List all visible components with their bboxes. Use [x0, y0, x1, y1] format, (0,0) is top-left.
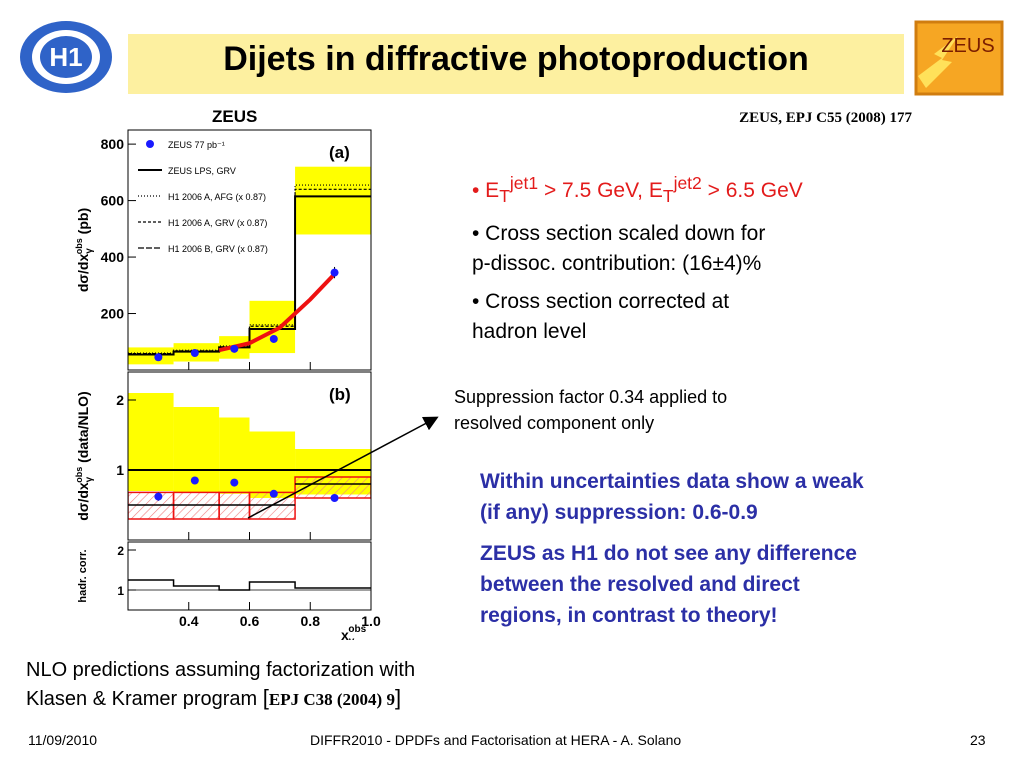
- uncertainty-band-bin: [249, 431, 296, 498]
- uncertainty-band-bin: [295, 166, 371, 235]
- data-point: [190, 476, 199, 485]
- zeus-logo-text: ZEUS: [941, 35, 994, 57]
- footer-date: 11/09/2010: [28, 732, 98, 748]
- panel-label: (a): [329, 143, 350, 162]
- data-point: [330, 494, 339, 502]
- legend-label: ZEUS LPS, GRV: [168, 166, 236, 176]
- bullet-list: • ETjet1 > 7.5 GeV, ETjet2 > 6.5 GeV • C…: [472, 168, 892, 355]
- panel-2-content: [128, 579, 371, 591]
- conclusion-text: Within uncertainties data show a weak (if…: [480, 470, 864, 627]
- hadronisation-correction-histogram: [128, 579, 371, 591]
- data-point: [190, 349, 199, 358]
- data-point: [230, 344, 239, 353]
- uncertainty-band-bin: [128, 347, 174, 365]
- x-tick-label: 0.4: [179, 613, 199, 629]
- y-axis-title: hadr. corr.: [77, 549, 89, 602]
- panel-label: (b): [329, 385, 351, 404]
- slide-title: Dijets in diffractive photoproduction: [223, 40, 809, 78]
- legend-marker-data: [146, 140, 154, 148]
- y-tick-label: 800: [101, 136, 125, 152]
- y-tick-label: 400: [101, 249, 125, 265]
- h1-logo: H1: [20, 21, 112, 93]
- y-tick-label: 200: [101, 306, 125, 322]
- legend-label: H1 2006 A, GRV (x 0.87): [168, 218, 267, 228]
- footer-page-number: 23: [970, 732, 986, 748]
- data-point: [154, 353, 163, 362]
- suppression-note: Suppression factor 0.34 applied to resolv…: [454, 387, 728, 433]
- panel-frame: [127, 541, 372, 611]
- y-tick-label: 2: [117, 544, 124, 558]
- legend-label: H1 2006 B, GRV (x 0.87): [168, 244, 268, 254]
- x-tick-label: 0.6: [240, 613, 260, 629]
- data-point: [154, 492, 163, 501]
- y-tick-label: 600: [101, 193, 125, 209]
- data-point: [330, 268, 339, 277]
- panel-0-content: [128, 166, 371, 365]
- red-trend-curve: [218, 272, 336, 353]
- data-point: [269, 489, 278, 498]
- data-point: [269, 334, 278, 343]
- uncertainty-band-bin: [249, 300, 296, 354]
- panel-1-content: [128, 393, 371, 520]
- data-point: [230, 478, 239, 487]
- y-tick-label: 1: [117, 584, 124, 598]
- reference-citation: ZEUS, EPJ C55 (2008) 177: [739, 110, 912, 126]
- nlo-note: NLO predictions assuming factorization w…: [26, 659, 416, 710]
- y-tick-label: 1: [116, 462, 124, 478]
- chart-title: ZEUS: [212, 107, 257, 126]
- bullet-scaled: • Cross section scaled down for p-dissoc.…: [472, 222, 766, 276]
- h1-logo-text: H1: [49, 42, 82, 72]
- legend-label: H1 2006 A, AFG (x 0.87): [168, 192, 266, 202]
- bullet-et-cut: • ETjet1 > 7.5 GeV, ETjet2 > 6.5 GeV: [472, 173, 803, 207]
- title-banner: [128, 34, 904, 94]
- footer-talk-title: DIFFR2010 - DPDFs and Factorisation at H…: [310, 732, 682, 748]
- legend-label: ZEUS 77 pb⁻¹: [168, 140, 225, 150]
- uncertainty-band-bin: [128, 393, 174, 491]
- y-axis-title: dσ/dxγobs (pb): [74, 208, 95, 292]
- y-tick-label: 2: [116, 392, 124, 408]
- y-axis-title: dσ/dxγobs (data/NLO): [74, 391, 95, 520]
- x-tick-label: 0.8: [301, 613, 321, 629]
- zeus-logo: ZEUS: [914, 20, 1004, 96]
- x-tick-label: 1.0: [361, 613, 381, 629]
- zeus-chart: ZEUS 200 400 600 800 (a) dσ/dxγobs (pb) ZEUS 77…: [74, 107, 381, 640]
- bullet-corrected: • Cross section corrected at hadron level: [472, 290, 730, 344]
- x-axis-title: xγobs: [341, 624, 367, 640]
